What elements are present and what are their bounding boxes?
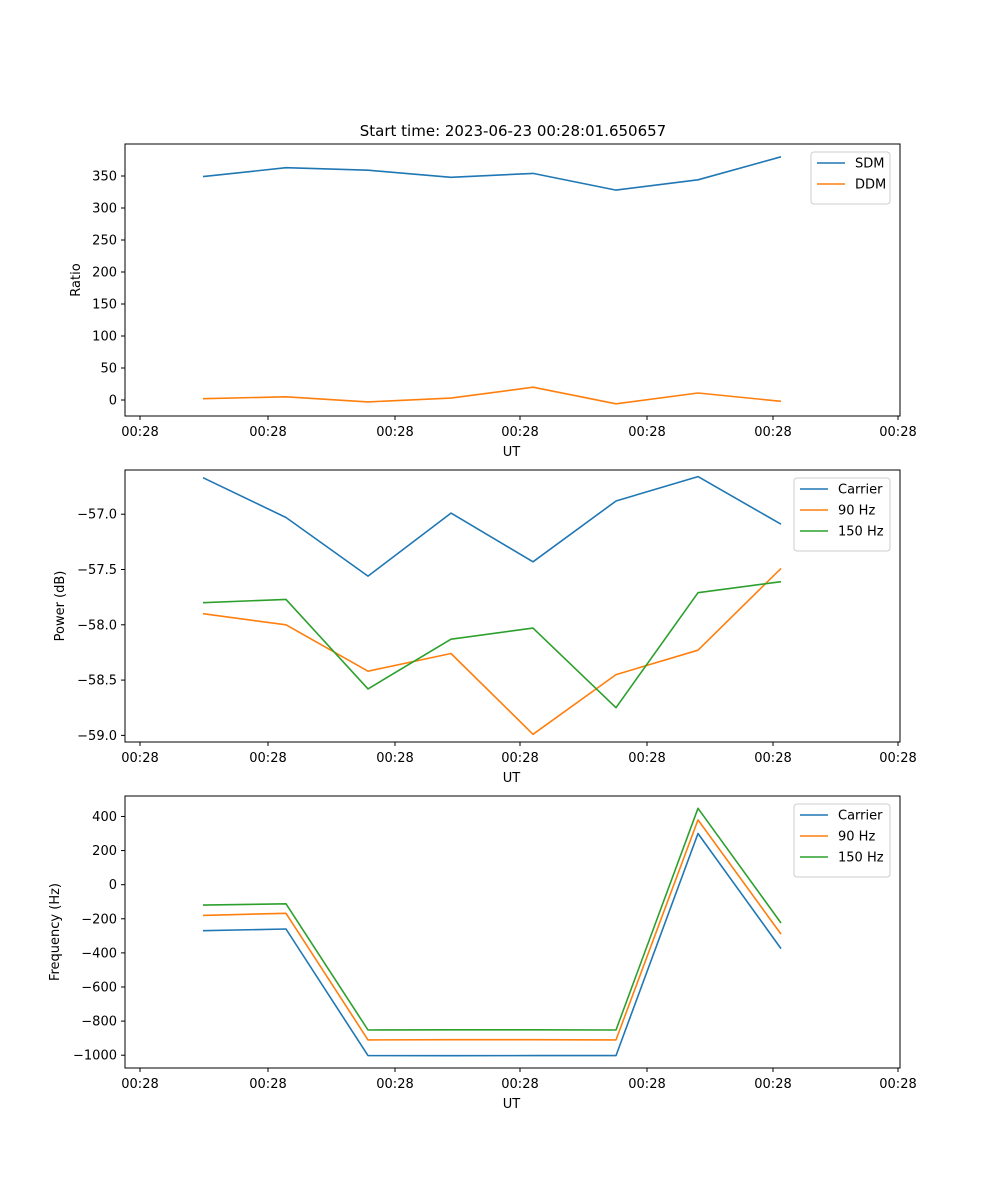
x-tick-label: 00:28: [376, 751, 413, 766]
series-line-90-hz: [202, 567, 782, 736]
series-line-ddm: [202, 386, 782, 405]
y-tick-label: −58.5: [77, 674, 117, 689]
legend: Carrier 90 Hz 150 Hz: [793, 803, 891, 878]
x-tick-label: 00:28: [879, 1077, 916, 1092]
y-tick-label: 150: [92, 298, 117, 313]
x-tick-label: 00:28: [754, 425, 791, 440]
x-tick-label: 00:28: [376, 425, 413, 440]
y-tick-label: −58.0: [77, 618, 117, 633]
y-axis-label: Ratio: [69, 263, 84, 296]
legend-label: DDM: [855, 178, 886, 193]
y-axis-label: Frequency (Hz): [48, 883, 63, 981]
y-tick-label: 300: [92, 202, 117, 217]
x-tick-label: 00:28: [879, 751, 916, 766]
x-tick-label: 00:28: [249, 751, 286, 766]
x-tick-label: 00:28: [501, 751, 538, 766]
y-tick-label: 200: [92, 266, 117, 281]
series-line-150-hz: [202, 807, 782, 1031]
y-tick-label: −57.5: [77, 563, 117, 578]
plot-frame: [124, 143, 901, 417]
y-tick-label: 350: [92, 170, 117, 185]
x-tick-label: 00:28: [121, 425, 158, 440]
legend: SDM DDM: [810, 151, 891, 205]
y-tick-label: −200: [81, 912, 117, 927]
series-line-sdm: [202, 156, 782, 191]
y-tick-label: −1000: [73, 1049, 117, 1064]
legend-box: [810, 151, 891, 205]
legend-label: SDM: [855, 157, 884, 172]
y-tick-label: −59.0: [77, 729, 117, 744]
y-tick-label: 200: [92, 844, 117, 859]
legend-box: [793, 477, 891, 552]
y-tick-label: −57.0: [77, 508, 117, 523]
x-tick-label: 00:28: [628, 425, 665, 440]
subplots: 0 50 100 150 200 250 300 350 00:28 00:28 00:28 00:2…: [48, 143, 917, 1112]
legend: Carrier 90 Hz 150 Hz: [793, 477, 891, 552]
y-axis-label: Power (dB): [53, 571, 68, 642]
legend-label: Carrier: [838, 483, 883, 498]
legend-label: 90 Hz: [838, 830, 875, 845]
series-line-150-hz: [202, 580, 782, 709]
y-tick-label: 50: [100, 362, 117, 377]
y-tick-label: 250: [92, 234, 117, 249]
subplot-2: −59.0 −58.5 −58.0 −57.5 −57.0 00:28 00:28 00:28…: [53, 469, 917, 786]
x-tick-label: 00:28: [121, 751, 158, 766]
y-tick-label: 400: [92, 810, 117, 825]
x-axis-label: UT: [503, 445, 521, 460]
legend-label: 90 Hz: [838, 504, 875, 519]
y-tick-label: 0: [109, 878, 117, 893]
y-tick-label: −800: [81, 1015, 117, 1030]
subplot-3: −1000 −800 −600 −400 −200 0 200 400 00:28 00:28 00…: [48, 795, 917, 1112]
legend-label: Carrier: [838, 809, 883, 824]
x-tick-label: 00:28: [249, 425, 286, 440]
x-tick-label: 00:28: [249, 1077, 286, 1092]
x-tick-label: 00:28: [754, 751, 791, 766]
x-tick-label: 00:28: [628, 751, 665, 766]
legend-box: [793, 803, 891, 878]
series-line-90-hz: [202, 819, 782, 1041]
series-line-carrier: [202, 475, 782, 577]
subplot-1: 0 50 100 150 200 250 300 350 00:28 00:28 00:28 00:2…: [69, 143, 917, 460]
x-tick-label: 00:28: [628, 1077, 665, 1092]
x-axis-label: UT: [503, 1097, 521, 1112]
x-tick-label: 00:28: [376, 1077, 413, 1092]
y-tick-label: −600: [81, 980, 117, 995]
y-tick-label: 100: [92, 330, 117, 345]
legend-label: 150 Hz: [838, 851, 884, 866]
y-tick-label: −400: [81, 946, 117, 961]
chart-title: Start time: 2023-06-23 00:28:01.650657: [360, 122, 666, 140]
y-tick-label: 0: [109, 394, 117, 409]
legend-label: 150 Hz: [838, 525, 884, 540]
x-tick-label: 00:28: [879, 425, 916, 440]
x-tick-label: 00:28: [501, 1077, 538, 1092]
x-tick-label: 00:28: [121, 1077, 158, 1092]
x-axis-label: UT: [503, 771, 521, 786]
plot-frame: [124, 469, 901, 743]
x-tick-label: 00:28: [754, 1077, 791, 1092]
x-tick-label: 00:28: [501, 425, 538, 440]
plot-frame: [124, 795, 901, 1069]
series-line-carrier: [202, 832, 782, 1057]
